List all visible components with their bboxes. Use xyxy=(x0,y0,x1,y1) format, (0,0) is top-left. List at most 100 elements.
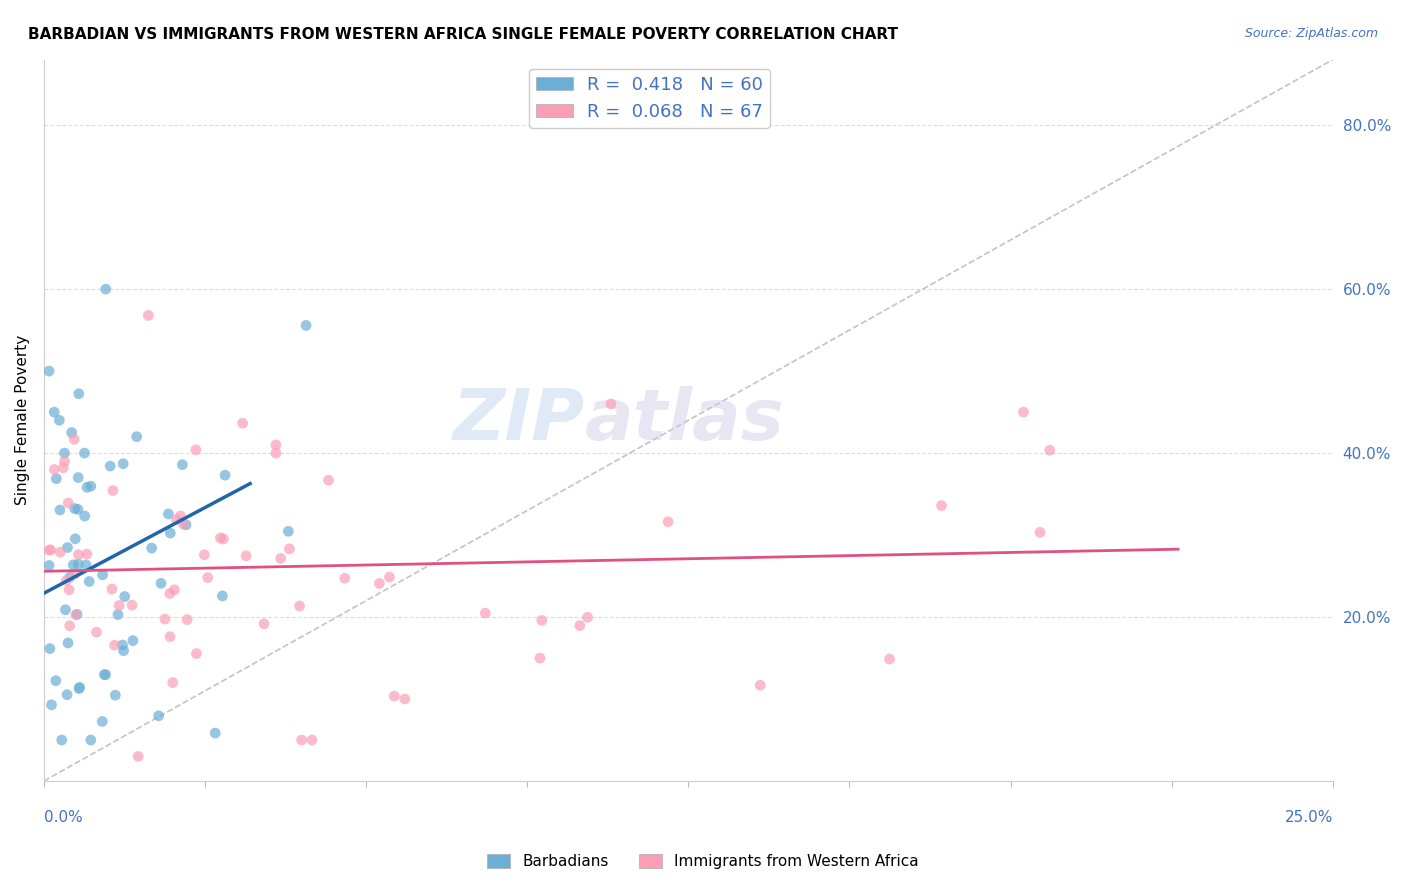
Point xyxy=(141,541,163,555)
Point xyxy=(76,547,98,561)
Text: atlas: atlas xyxy=(585,386,785,455)
Point xyxy=(86,625,108,640)
Point xyxy=(278,541,301,556)
Point xyxy=(77,574,100,589)
Point xyxy=(67,470,90,484)
Point xyxy=(253,616,276,631)
Point xyxy=(55,603,77,617)
Point xyxy=(295,318,318,333)
Text: 0.0%: 0.0% xyxy=(44,810,83,825)
Point xyxy=(112,643,135,657)
Point xyxy=(301,733,323,747)
Point xyxy=(318,473,340,487)
Legend: Barbadians, Immigrants from Western Africa: Barbadians, Immigrants from Western Afri… xyxy=(481,848,925,875)
Point xyxy=(108,599,131,613)
Point xyxy=(153,612,176,626)
Point xyxy=(159,586,181,600)
Point xyxy=(291,733,314,747)
Point xyxy=(58,496,80,510)
Point xyxy=(288,599,311,613)
Point xyxy=(91,714,114,729)
Point xyxy=(600,397,623,411)
Point xyxy=(44,405,66,419)
Point xyxy=(51,733,73,747)
Point xyxy=(94,282,117,296)
Point xyxy=(176,613,198,627)
Point xyxy=(235,549,257,563)
Point xyxy=(193,548,215,562)
Point xyxy=(63,501,86,516)
Point xyxy=(49,503,72,517)
Point xyxy=(73,446,96,460)
Point xyxy=(162,675,184,690)
Point xyxy=(73,509,96,524)
Point xyxy=(76,480,98,494)
Text: 25.0%: 25.0% xyxy=(1285,810,1333,825)
Point xyxy=(382,689,405,703)
Point xyxy=(125,430,148,444)
Point xyxy=(62,558,84,572)
Point xyxy=(122,633,145,648)
Point xyxy=(148,708,170,723)
Point xyxy=(277,524,299,539)
Y-axis label: Single Female Poverty: Single Female Poverty xyxy=(15,335,30,506)
Point xyxy=(1029,525,1052,540)
Point xyxy=(394,692,416,706)
Point xyxy=(58,582,80,597)
Point xyxy=(63,567,86,582)
Point xyxy=(157,507,180,521)
Point xyxy=(44,462,66,476)
Point xyxy=(138,309,160,323)
Point xyxy=(163,582,186,597)
Point xyxy=(56,636,79,650)
Point xyxy=(59,619,82,633)
Point xyxy=(204,726,226,740)
Point xyxy=(657,515,679,529)
Point xyxy=(67,557,90,571)
Point xyxy=(38,558,60,573)
Point xyxy=(333,571,356,585)
Text: BARBADIAN VS IMMIGRANTS FROM WESTERN AFRICA SINGLE FEMALE POVERTY CORRELATION CH: BARBADIAN VS IMMIGRANTS FROM WESTERN AFR… xyxy=(28,27,898,42)
Point xyxy=(172,458,194,472)
Point xyxy=(186,647,208,661)
Point xyxy=(38,364,60,378)
Point xyxy=(56,541,79,555)
Point xyxy=(101,582,124,596)
Point xyxy=(474,606,496,620)
Point xyxy=(232,417,254,431)
Point xyxy=(65,607,87,622)
Point xyxy=(55,574,77,588)
Text: ZIP: ZIP xyxy=(453,386,585,455)
Point xyxy=(576,610,599,624)
Point xyxy=(91,567,114,582)
Point xyxy=(121,598,143,612)
Point xyxy=(53,446,76,460)
Point xyxy=(93,667,115,681)
Point xyxy=(66,607,89,622)
Point xyxy=(368,576,391,591)
Point xyxy=(101,483,124,498)
Point xyxy=(59,570,82,584)
Point xyxy=(264,446,287,460)
Point xyxy=(56,688,79,702)
Point xyxy=(75,558,97,572)
Point xyxy=(159,630,181,644)
Point xyxy=(80,733,103,747)
Point xyxy=(66,502,89,516)
Point xyxy=(41,698,63,712)
Point xyxy=(98,459,121,474)
Point xyxy=(568,618,591,632)
Point xyxy=(49,545,72,559)
Point xyxy=(184,442,207,457)
Point xyxy=(48,413,70,427)
Point xyxy=(94,667,117,681)
Point xyxy=(214,468,236,483)
Point xyxy=(112,457,135,471)
Point xyxy=(45,673,67,688)
Point xyxy=(169,508,191,523)
Point xyxy=(107,607,129,622)
Point xyxy=(931,499,953,513)
Point xyxy=(749,678,772,692)
Point xyxy=(150,576,173,591)
Point xyxy=(529,651,551,665)
